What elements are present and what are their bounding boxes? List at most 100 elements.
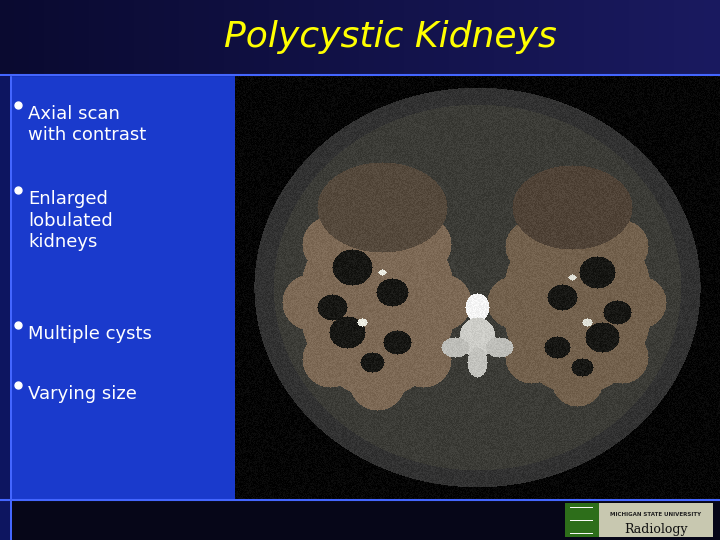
Bar [12, 91, 235, 93]
Bar [0, 127, 12, 129]
Bar [0, 289, 12, 291]
Bar [12, 235, 235, 237]
Bar [0, 77, 12, 79]
Bar [12, 89, 235, 91]
Text: Varying size: Varying size [28, 385, 137, 403]
Bar [12, 421, 235, 423]
Bar [0, 345, 12, 347]
Bar [0, 159, 12, 161]
Bar [12, 237, 235, 239]
Bar [12, 187, 235, 189]
Bar [12, 85, 235, 87]
Bar [0, 265, 12, 267]
Bar [12, 411, 235, 413]
Bar [0, 167, 12, 169]
Bar [0, 401, 12, 403]
Bar [0, 125, 12, 127]
Bar [0, 237, 12, 239]
Bar [12, 271, 235, 273]
Bar [12, 201, 235, 203]
Bar [12, 249, 235, 251]
Bar [12, 471, 235, 473]
Bar [12, 105, 235, 107]
Bar [0, 441, 12, 443]
Bar [0, 169, 12, 171]
Bar [0, 385, 12, 387]
Bar [12, 333, 235, 335]
Bar [0, 475, 12, 477]
Bar [12, 253, 235, 255]
Bar [0, 375, 12, 377]
Bar [12, 323, 235, 325]
Bar [0, 421, 12, 423]
Bar [12, 277, 235, 279]
Bar [0, 263, 12, 265]
Bar [12, 283, 235, 285]
Bar [0, 429, 12, 431]
Bar [12, 301, 235, 303]
Bar [12, 113, 235, 115]
Bar [12, 217, 235, 219]
Bar [12, 83, 235, 85]
Bar [12, 475, 235, 477]
Bar [12, 219, 235, 221]
Bar [12, 487, 235, 489]
Bar [12, 321, 235, 323]
Bar [0, 135, 12, 137]
Bar [0, 195, 12, 197]
Bar [0, 447, 12, 449]
Bar [0, 79, 12, 81]
Bar [0, 409, 12, 411]
Bar [12, 181, 235, 183]
Bar [0, 279, 12, 281]
Bar [0, 131, 12, 133]
Bar [12, 369, 235, 371]
Bar [12, 365, 235, 367]
Bar [0, 423, 12, 425]
Bar [0, 353, 12, 355]
Bar [0, 363, 12, 365]
Bar [0, 335, 12, 337]
Bar [12, 151, 235, 153]
Bar [12, 363, 235, 365]
Bar [12, 469, 235, 471]
Bar [12, 101, 235, 103]
Bar [0, 149, 12, 151]
Bar [12, 463, 235, 465]
Bar [0, 249, 12, 251]
Bar [0, 437, 12, 439]
Text: Enlarged
lobulated
kidneys: Enlarged lobulated kidneys [28, 190, 113, 251]
Text: Multiple cysts: Multiple cysts [28, 325, 152, 343]
Text: Polycystic Kidneys: Polycystic Kidneys [224, 21, 557, 55]
Bar [12, 489, 235, 491]
Bar [0, 109, 12, 111]
Text: Axial scan
with contrast: Axial scan with contrast [28, 105, 146, 145]
Bar [10, 75, 12, 500]
Bar [12, 193, 235, 195]
Bar [0, 337, 12, 339]
Bar [12, 437, 235, 439]
Bar [12, 393, 235, 395]
Bar [0, 209, 12, 211]
Bar [0, 75, 720, 540]
Bar [0, 171, 12, 173]
Bar [0, 487, 12, 489]
Bar [12, 441, 235, 443]
Bar [12, 75, 235, 77]
Bar [0, 413, 12, 415]
Bar [12, 345, 235, 347]
Bar [0, 361, 12, 363]
Bar [0, 145, 12, 147]
Bar [0, 203, 12, 205]
Bar [0, 297, 12, 299]
Bar [0, 383, 12, 385]
Bar [12, 179, 235, 181]
Bar [0, 213, 12, 215]
Bar [12, 175, 235, 177]
Bar [0, 439, 12, 441]
Bar [0, 479, 12, 481]
Bar [12, 109, 235, 111]
Bar [0, 457, 12, 459]
Bar [0, 75, 12, 500]
Bar [12, 265, 235, 267]
